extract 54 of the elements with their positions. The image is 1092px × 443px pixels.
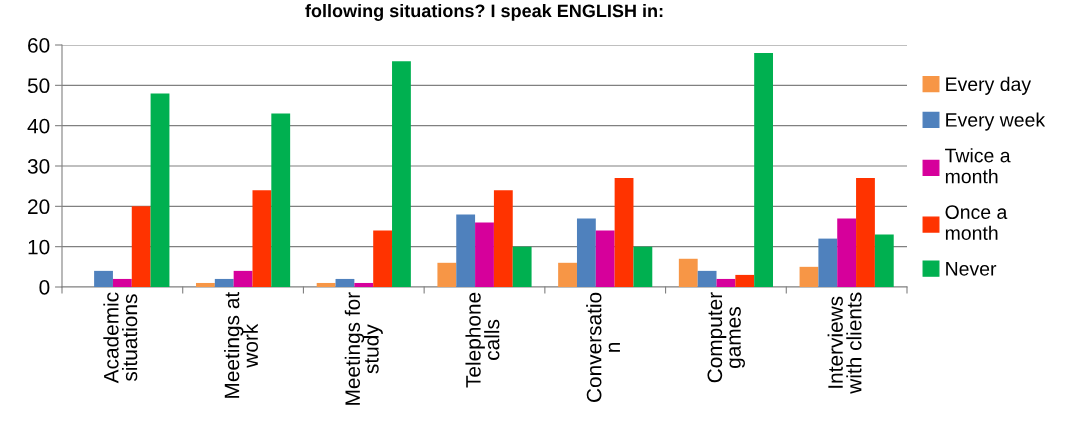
y-tick-label: 40	[27, 118, 50, 134]
bar	[150, 93, 170, 287]
bar	[456, 214, 476, 287]
bar	[716, 278, 736, 287]
x-tick-label: Interviews with clients	[827, 292, 862, 394]
x-tick-label: Computer games	[707, 292, 745, 383]
bar	[576, 218, 596, 287]
bar	[837, 218, 857, 287]
y-tick-label: 10	[28, 239, 50, 255]
legend-label: Every day	[946, 76, 1032, 95]
bar	[697, 270, 717, 287]
bar	[373, 230, 393, 287]
x-tick-label: Meetings for study	[344, 292, 383, 405]
y-tick-label: 50	[27, 78, 50, 94]
bar	[392, 61, 411, 287]
x-tick-label: Conversatio n	[586, 292, 620, 402]
y-tick-label: 0	[39, 280, 50, 295]
bar	[512, 246, 532, 287]
legend-label: Once a month	[945, 205, 1008, 240]
bar	[735, 274, 755, 287]
bar	[271, 113, 291, 287]
y-tick-label: 20	[28, 199, 50, 215]
bar	[856, 178, 875, 287]
bar	[818, 238, 838, 287]
bar	[678, 258, 698, 287]
bar	[94, 270, 113, 287]
legend-label: Every week	[946, 112, 1046, 131]
x-tick-label: Academic situations	[103, 292, 138, 384]
bar	[874, 234, 894, 287]
bar	[754, 53, 774, 287]
y-tick-label: 30	[27, 159, 50, 174]
bar	[633, 246, 653, 287]
bar	[335, 278, 355, 287]
bar	[437, 262, 457, 287]
bar	[354, 282, 374, 287]
x-tick-label: Telephone calls	[465, 292, 500, 388]
legend-label: Never	[946, 262, 997, 276]
bar	[475, 222, 494, 287]
chart-title: following situations? I speak ENGLISH in:	[305, 4, 663, 21]
bar	[252, 190, 272, 287]
x-tick-label: Meetings at work	[224, 292, 258, 398]
legend-label: Twice a month	[945, 148, 1011, 184]
bar	[614, 178, 634, 287]
bar	[558, 262, 577, 287]
bar	[493, 190, 513, 287]
bar	[799, 266, 819, 287]
bar	[112, 278, 132, 287]
bar	[131, 206, 151, 287]
y-tick-label: 60	[28, 38, 50, 53]
bar	[595, 230, 615, 287]
bar	[316, 282, 336, 287]
bar	[233, 270, 253, 287]
bar	[195, 282, 215, 287]
bar	[214, 278, 234, 287]
